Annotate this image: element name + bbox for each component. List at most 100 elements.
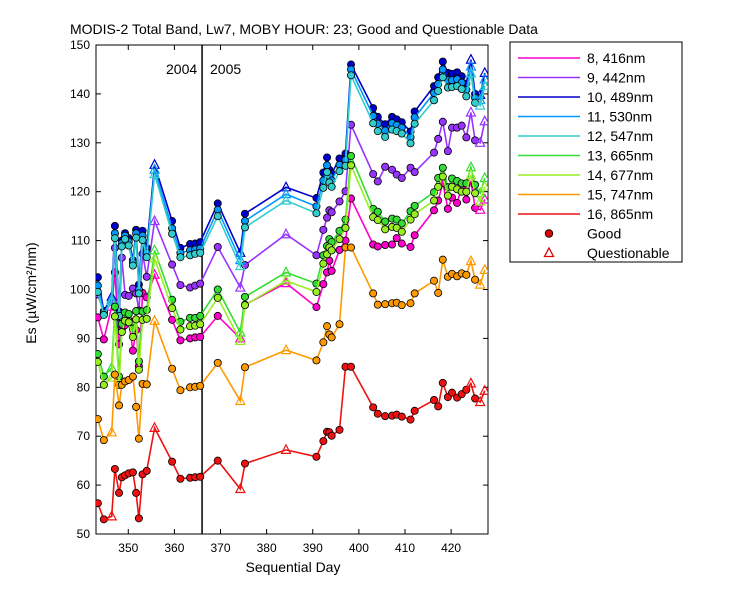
good-point	[438, 117, 447, 126]
good-point	[462, 270, 471, 279]
good-point	[434, 182, 443, 191]
good-point	[335, 235, 344, 244]
good-point	[323, 213, 332, 222]
questionable-point	[465, 60, 477, 71]
questionable-point	[234, 394, 246, 406]
x-axis-label: Sequential Day	[246, 559, 341, 575]
chart-title: MODIS-2 Total Band, Lw7, MOBY HOUR: 23; …	[70, 21, 538, 37]
good-point	[434, 86, 443, 95]
good-point	[388, 165, 397, 174]
questionable-point	[465, 106, 477, 117]
y-tick-label: 140	[70, 87, 90, 101]
good-point	[373, 300, 382, 309]
questionable-point	[479, 193, 488, 204]
good-point	[410, 406, 419, 415]
legend-questionable-marker	[543, 246, 555, 258]
good-point	[430, 96, 439, 105]
legend-label: 16, 865nm	[587, 206, 653, 222]
good-point	[347, 243, 356, 252]
good-point	[406, 242, 415, 251]
good-point	[397, 301, 406, 310]
legend-label: 11, 530nm	[587, 109, 652, 125]
good-point	[430, 148, 439, 157]
good-point	[397, 174, 406, 183]
questionable-point	[479, 66, 488, 77]
questionable-point	[479, 79, 488, 91]
good-point	[397, 239, 406, 248]
good-point	[323, 153, 332, 162]
good-point	[176, 336, 185, 345]
questionable-point	[479, 72, 488, 84]
good-point	[347, 362, 356, 371]
series-9	[96, 362, 488, 524]
good-point	[96, 357, 102, 366]
good-point	[115, 488, 124, 497]
legend-label: 14, 677nm	[587, 167, 653, 183]
good-point	[443, 147, 452, 156]
good-point	[196, 472, 205, 481]
good-point	[138, 236, 147, 245]
good-point	[213, 242, 222, 251]
good-point	[240, 209, 249, 218]
good-point	[196, 279, 205, 288]
good-point	[335, 320, 344, 329]
good-point	[142, 466, 151, 475]
questionable-point	[465, 53, 477, 64]
x-tick-label: 400	[349, 541, 369, 555]
good-point	[312, 452, 321, 461]
good-point	[134, 434, 143, 443]
good-point	[457, 121, 466, 130]
legend-good-marker	[544, 229, 554, 238]
good-point	[341, 223, 350, 232]
good-point	[99, 436, 108, 445]
questionable-point	[280, 443, 292, 454]
good-point	[99, 310, 108, 319]
good-point	[319, 338, 328, 347]
good-point	[312, 251, 321, 260]
questionable-point	[280, 343, 292, 355]
questionable-point	[474, 395, 486, 407]
good-point	[168, 260, 177, 269]
good-point	[453, 198, 462, 207]
good-point	[381, 217, 390, 226]
good-point	[213, 456, 222, 465]
questionable-point	[280, 181, 292, 192]
good-point	[142, 253, 151, 262]
good-point	[471, 189, 480, 198]
legend-questionable-label: Questionable	[587, 245, 670, 261]
good-point	[124, 241, 133, 250]
good-point	[381, 300, 390, 309]
questionable-point	[149, 252, 161, 263]
good-point	[110, 312, 119, 321]
good-point	[128, 372, 137, 381]
y-tick-label: 130	[70, 136, 90, 150]
questionable-point	[106, 426, 118, 437]
good-point	[110, 464, 119, 473]
questionable-point	[474, 195, 486, 206]
good-point	[96, 350, 102, 359]
good-point	[124, 291, 133, 300]
good-point	[335, 425, 344, 434]
good-point	[110, 302, 119, 311]
good-point	[410, 201, 419, 210]
good-point	[438, 172, 447, 181]
good-point	[240, 459, 249, 468]
legend-label: 15, 747nm	[587, 187, 653, 203]
good-point	[430, 196, 439, 205]
good-point	[117, 328, 126, 337]
good-point	[99, 380, 108, 389]
good-point	[327, 208, 336, 217]
good-point	[327, 266, 336, 275]
good-point	[132, 402, 141, 411]
questionable-point	[234, 482, 246, 494]
good-point	[327, 182, 336, 191]
good-point	[397, 227, 406, 236]
questionable-point	[234, 281, 246, 292]
good-point	[347, 152, 356, 161]
questionable-point	[474, 203, 486, 214]
good-point	[462, 195, 471, 204]
good-point	[406, 415, 415, 424]
good-point	[430, 206, 439, 215]
series-8	[96, 243, 488, 445]
good-point	[213, 311, 222, 320]
